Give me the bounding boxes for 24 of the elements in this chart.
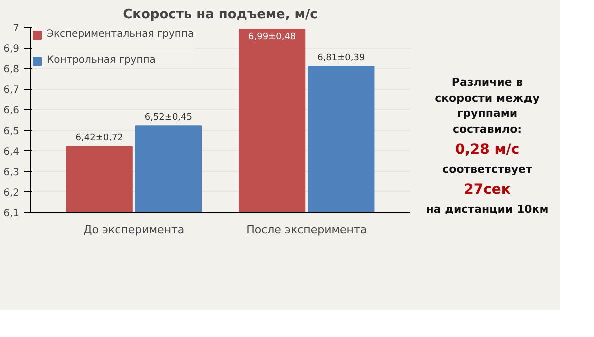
text: соответствует — [442, 162, 534, 178]
data-label: 6,42±0,72 — [76, 134, 124, 144]
data-label: 6,99±0,48 — [248, 32, 296, 43]
chart-title: Скорость на подъеме, м/с — [123, 8, 318, 22]
y-tick-label: 6,3 — [4, 167, 20, 178]
data-label: 6,52±0,45 — [144, 113, 192, 124]
data-label: 6,81±0,39 — [318, 54, 366, 64]
y-tick-label: 6,9 — [4, 44, 20, 56]
legend-label: Экспериментальная группа — [47, 29, 194, 40]
y-tick-label: 7 — [13, 24, 20, 34]
y-tick-label: 6,1 — [4, 208, 20, 220]
x-tick-label: После эксперимента — [246, 224, 368, 236]
text: 27сек — [463, 180, 512, 200]
y-tick-label: 6,7 — [4, 85, 20, 96]
y-tick-label: 6,5 — [4, 126, 20, 138]
text: Различие в скорости между группами составило: — [434, 75, 541, 138]
y-tick-label: 6,8 — [4, 64, 20, 76]
x-tick-label: До эксперимента — [84, 224, 185, 236]
text: на дистанции 10км — [425, 202, 550, 218]
y-tick-label: 6,4 — [4, 146, 20, 158]
legend-label: Контрольная группа — [47, 55, 156, 66]
y-tick-label: 6,2 — [4, 188, 20, 199]
y-tick-label: 6,6 — [4, 106, 20, 117]
text: 0,28 м/с — [454, 140, 521, 160]
